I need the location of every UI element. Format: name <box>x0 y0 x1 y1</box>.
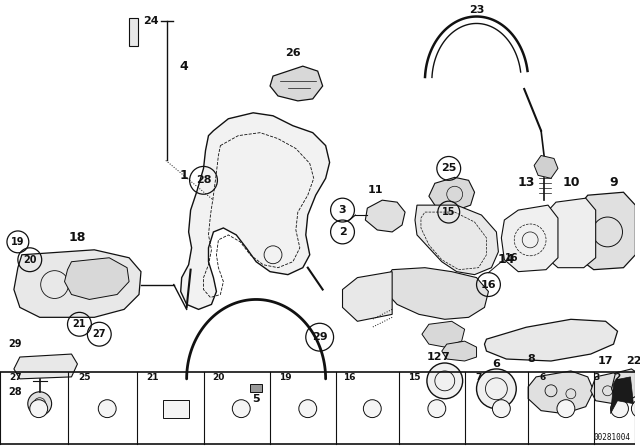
Polygon shape <box>270 66 323 101</box>
Text: 3: 3 <box>593 373 600 383</box>
Polygon shape <box>365 200 405 232</box>
Text: 19: 19 <box>278 373 291 383</box>
Text: 25: 25 <box>441 164 456 173</box>
Circle shape <box>632 400 640 418</box>
Text: 16: 16 <box>481 280 496 289</box>
Polygon shape <box>501 205 558 271</box>
Text: 7: 7 <box>441 352 449 362</box>
Polygon shape <box>65 258 129 299</box>
Text: 2: 2 <box>614 373 621 383</box>
Text: 19: 19 <box>11 237 24 247</box>
Circle shape <box>557 400 575 418</box>
Text: 00281004: 00281004 <box>593 433 630 443</box>
Text: 27: 27 <box>10 373 22 383</box>
Circle shape <box>99 400 116 418</box>
Text: 17: 17 <box>598 356 613 366</box>
Polygon shape <box>180 113 330 310</box>
Polygon shape <box>528 371 594 414</box>
Circle shape <box>299 400 317 418</box>
Text: 8: 8 <box>527 354 535 364</box>
Circle shape <box>427 363 463 399</box>
Circle shape <box>30 400 47 418</box>
Text: 18: 18 <box>68 232 86 245</box>
Polygon shape <box>422 321 465 347</box>
Text: 10: 10 <box>562 176 580 189</box>
Circle shape <box>28 392 52 416</box>
Text: 21: 21 <box>73 319 86 329</box>
Polygon shape <box>534 155 558 178</box>
Text: 2: 2 <box>339 227 346 237</box>
Text: 16: 16 <box>504 253 518 263</box>
Text: 23: 23 <box>469 4 484 14</box>
Text: 5: 5 <box>252 394 260 404</box>
Text: 12: 12 <box>427 352 443 362</box>
Circle shape <box>428 400 446 418</box>
Bar <box>163 400 189 418</box>
Text: 7: 7 <box>476 373 482 383</box>
Polygon shape <box>429 177 474 210</box>
Text: 15: 15 <box>408 373 420 383</box>
Text: 27: 27 <box>93 329 106 339</box>
Text: 13: 13 <box>518 176 535 189</box>
Text: 21: 21 <box>147 373 159 383</box>
Circle shape <box>611 400 628 418</box>
Text: 28: 28 <box>8 387 22 397</box>
Bar <box>129 18 138 46</box>
Text: 15: 15 <box>442 207 456 217</box>
Text: 24: 24 <box>143 17 159 26</box>
Text: 6: 6 <box>540 373 546 383</box>
Text: 4: 4 <box>179 60 188 73</box>
Polygon shape <box>612 369 640 399</box>
Polygon shape <box>574 192 636 270</box>
Text: 1: 1 <box>179 169 188 182</box>
Polygon shape <box>591 373 623 404</box>
Circle shape <box>477 369 516 409</box>
Text: 14: 14 <box>497 253 515 266</box>
Text: 29: 29 <box>312 332 328 342</box>
Text: 29: 29 <box>8 339 22 349</box>
Polygon shape <box>14 250 141 317</box>
Text: 16: 16 <box>343 373 356 383</box>
Polygon shape <box>611 377 634 414</box>
Text: 26: 26 <box>285 48 301 58</box>
Polygon shape <box>541 198 596 268</box>
Polygon shape <box>484 319 618 361</box>
Polygon shape <box>14 354 77 379</box>
Circle shape <box>492 400 510 418</box>
Text: 20: 20 <box>23 255 36 265</box>
Bar <box>250 384 262 392</box>
Polygon shape <box>442 341 477 361</box>
Circle shape <box>232 400 250 418</box>
Polygon shape <box>415 205 499 275</box>
Text: 25: 25 <box>78 373 91 383</box>
Text: 28: 28 <box>196 175 211 185</box>
Circle shape <box>364 400 381 418</box>
Polygon shape <box>385 268 488 319</box>
Text: 3: 3 <box>339 205 346 215</box>
Text: 22: 22 <box>626 356 640 366</box>
Text: 11: 11 <box>367 185 383 195</box>
Text: 9: 9 <box>609 176 618 189</box>
Polygon shape <box>342 271 392 321</box>
Text: 20: 20 <box>212 373 225 383</box>
Text: 6: 6 <box>492 359 500 369</box>
